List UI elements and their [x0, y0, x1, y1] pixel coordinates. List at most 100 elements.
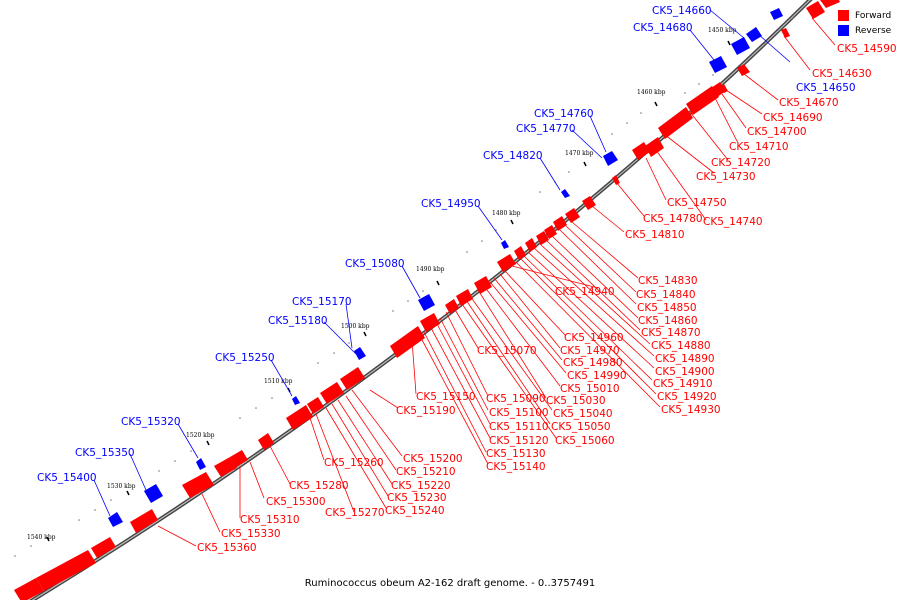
gene-label-reverse[interactable]: CK5_14760 [534, 108, 594, 120]
forward-gene-block[interactable] [536, 231, 549, 245]
gene-label-forward[interactable]: CK5_14630 [812, 68, 872, 80]
gene-label-forward[interactable]: CK5_15030 [546, 395, 606, 407]
forward-gene-block[interactable] [497, 254, 516, 272]
gene-label-forward[interactable]: CK5_14830 [638, 275, 698, 287]
gene-label-forward[interactable]: CK5_14700 [747, 126, 807, 138]
forward-gene-block[interactable] [658, 107, 693, 139]
gene-label-forward[interactable]: CK5_14730 [696, 171, 756, 183]
forward-gene-block[interactable] [720, 84, 728, 93]
gene-label-reverse[interactable]: CK5_15320 [121, 416, 181, 428]
gene-label-forward[interactable]: CK5_14940 [555, 286, 615, 298]
forward-gene-block[interactable] [340, 367, 365, 390]
gene-label-forward[interactable]: CK5_15100 [489, 407, 549, 419]
gene-label-forward[interactable]: CK5_14590 [837, 43, 897, 55]
forward-gene-block[interactable] [565, 208, 580, 223]
gene-label-reverse[interactable]: CK5_15170 [292, 296, 352, 308]
forward-gene-block[interactable] [390, 326, 425, 358]
forward-gene-block[interactable] [544, 225, 557, 239]
forward-gene-block[interactable] [456, 289, 473, 306]
gene-label-forward[interactable]: CK5_15110 [489, 421, 549, 433]
forward-gene-block[interactable] [553, 216, 567, 231]
reverse-gene-block[interactable] [770, 8, 783, 20]
gene-label-reverse[interactable]: CK5_15250 [215, 352, 275, 364]
forward-gene-block[interactable] [514, 246, 526, 260]
gene-label-forward[interactable]: CK5_14780 [643, 213, 703, 225]
reverse-gene-block[interactable] [292, 396, 300, 405]
forward-gene-block[interactable] [612, 175, 620, 185]
gene-label-forward[interactable]: CK5_14870 [641, 327, 701, 339]
gene-label-reverse[interactable]: CK5_15350 [75, 447, 135, 459]
gene-label-forward[interactable]: CK5_14900 [655, 366, 715, 378]
forward-gene-block[interactable] [781, 28, 790, 38]
forward-gene-block[interactable] [820, 0, 840, 8]
gene-label-reverse[interactable]: CK5_14770 [516, 123, 576, 135]
gene-label-forward[interactable]: CK5_15130 [486, 448, 546, 460]
forward-gene-block[interactable] [474, 276, 492, 294]
gene-label-forward[interactable]: CK5_14840 [636, 289, 696, 301]
gene-label-forward[interactable]: CK5_14890 [655, 353, 715, 365]
gene-label-forward[interactable]: CK5_15010 [560, 383, 620, 395]
gene-label-forward[interactable]: CK5_15150 [416, 391, 476, 403]
gene-label-forward[interactable]: CK5_14740 [703, 216, 763, 228]
gene-label-forward[interactable]: CK5_14670 [779, 97, 839, 109]
gene-label-forward[interactable]: CK5_15190 [396, 405, 456, 417]
gene-label-forward[interactable]: CK5_15210 [396, 466, 456, 478]
forward-gene-block[interactable] [14, 578, 44, 600]
gene-label-forward[interactable]: CK5_14650 [796, 82, 856, 94]
gene-label-forward[interactable]: CK5_15050 [551, 421, 611, 433]
gene-label-reverse[interactable]: CK5_14680 [633, 22, 693, 34]
forward-gene-block[interactable] [307, 397, 324, 414]
forward-gene-block[interactable] [420, 313, 440, 332]
forward-gene-block[interactable] [182, 472, 214, 498]
gene-label-forward[interactable]: CK5_14750 [667, 197, 727, 209]
forward-gene-block[interactable] [286, 405, 313, 430]
forward-gene-block[interactable] [130, 509, 158, 533]
gene-label-forward[interactable]: CK5_14850 [637, 302, 697, 314]
reverse-gene-block[interactable] [354, 347, 366, 360]
gene-label-forward[interactable]: CK5_14920 [657, 391, 717, 403]
gene-label-forward[interactable]: CK5_15360 [197, 542, 257, 554]
gene-label-reverse[interactable]: CK5_15080 [345, 258, 405, 270]
reverse-gene-block[interactable] [196, 458, 206, 470]
gene-label-forward[interactable]: CK5_15330 [221, 528, 281, 540]
gene-label-forward[interactable]: CK5_15090 [486, 393, 546, 405]
gene-label-forward[interactable]: CK5_15240 [385, 505, 445, 517]
reverse-gene-block[interactable] [603, 151, 618, 166]
gene-label-forward[interactable]: CK5_15300 [266, 496, 326, 508]
forward-gene-block[interactable] [91, 537, 116, 558]
gene-label-reverse[interactable]: CK5_14820 [483, 150, 543, 162]
reverse-gene-block[interactable] [418, 294, 435, 311]
gene-label-forward[interactable]: CK5_15060 [555, 435, 615, 447]
gene-label-forward[interactable]: CK5_14880 [651, 340, 711, 352]
gene-label-forward[interactable]: CK5_14860 [638, 315, 698, 327]
forward-gene-block[interactable] [737, 64, 750, 76]
reverse-gene-block[interactable] [144, 484, 163, 503]
reverse-gene-block[interactable] [746, 27, 762, 42]
forward-gene-block[interactable] [214, 457, 237, 477]
gene-label-forward[interactable]: CK5_14980 [563, 357, 623, 369]
gene-label-forward[interactable]: CK5_14720 [711, 157, 771, 169]
gene-label-forward[interactable]: CK5_15140 [486, 461, 546, 473]
reverse-gene-block[interactable] [731, 37, 750, 55]
forward-gene-block[interactable] [320, 382, 344, 404]
reverse-gene-block[interactable] [108, 512, 123, 527]
forward-gene-block[interactable] [445, 299, 459, 314]
reverse-gene-block[interactable] [561, 189, 570, 198]
gene-label-forward[interactable]: CK5_14960 [564, 332, 624, 344]
forward-gene-block[interactable] [230, 450, 248, 467]
gene-label-forward[interactable]: CK5_15220 [391, 480, 451, 492]
gene-label-reverse[interactable]: CK5_15180 [268, 315, 328, 327]
gene-label-reverse[interactable]: CK5_14660 [652, 5, 712, 17]
gene-label-forward[interactable]: CK5_14970 [560, 345, 620, 357]
reverse-gene-block[interactable] [501, 240, 509, 249]
gene-label-forward[interactable]: CK5_15120 [489, 435, 549, 447]
gene-label-forward[interactable]: CK5_15260 [324, 457, 384, 469]
gene-label-forward[interactable]: CK5_14710 [729, 141, 789, 153]
gene-label-forward[interactable]: CK5_15270 [325, 507, 385, 519]
gene-label-reverse[interactable]: CK5_15400 [37, 472, 97, 484]
gene-label-forward[interactable]: CK5_14990 [567, 370, 627, 382]
forward-gene-block[interactable] [686, 86, 719, 115]
gene-label-forward[interactable]: CK5_14690 [763, 112, 823, 124]
gene-label-reverse[interactable]: CK5_14950 [421, 198, 481, 210]
gene-label-forward[interactable]: CK5_15310 [240, 514, 300, 526]
